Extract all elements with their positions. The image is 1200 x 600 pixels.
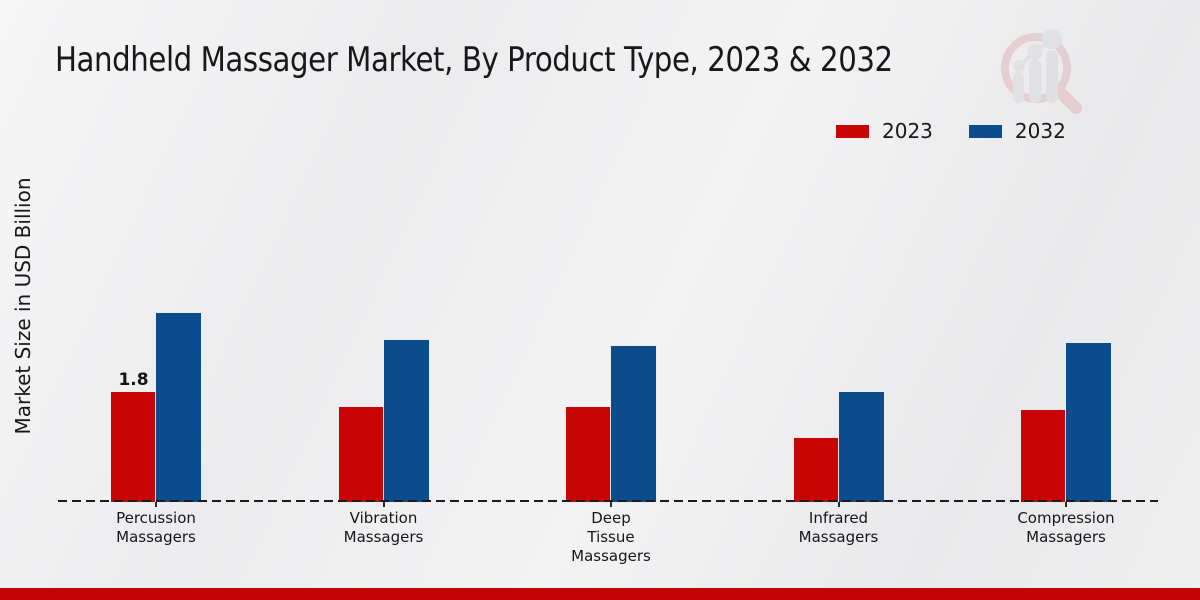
bar-2023-percussion-massagers bbox=[111, 392, 156, 502]
legend: 2023 2032 bbox=[836, 119, 1066, 143]
x-axis-tick bbox=[382, 502, 385, 507]
legend-label-2023: 2023 bbox=[882, 119, 933, 143]
bar-value-label: 1.8 bbox=[118, 370, 149, 390]
magnifier-growth-chart-logo-icon bbox=[1001, 29, 1082, 114]
x-axis-tick bbox=[155, 502, 157, 507]
bar-2032-percussion-massagers bbox=[156, 313, 201, 502]
legend-swatch-2023 bbox=[836, 124, 869, 138]
bar-2023-vibration-massagers bbox=[338, 407, 384, 502]
bar-2023-deep-tissue-massagers bbox=[566, 407, 611, 502]
x-axis-tick bbox=[610, 502, 612, 507]
legend-item-2023: 2023 bbox=[836, 119, 933, 143]
category-label-compression-massagers: Compression Massagers bbox=[1017, 509, 1115, 546]
x-axis-tick bbox=[837, 502, 840, 507]
bottom-accent-bar bbox=[0, 588, 1200, 600]
category-label-percussion-massagers: Percussion Massagers bbox=[116, 509, 196, 546]
legend-item-2032: 2032 bbox=[968, 119, 1066, 143]
bar-2032-infrared-massagers bbox=[838, 392, 884, 502]
legend-swatch-2032 bbox=[968, 124, 1002, 138]
x-axis-dashed-baseline bbox=[58, 500, 1158, 502]
category-label-infrared-massagers: Infrared Massagers bbox=[798, 509, 879, 546]
chart-title: Handheld Massager Market, By Product Typ… bbox=[55, 40, 893, 80]
category-label-vibration-massagers: Vibration Massagers bbox=[343, 509, 424, 546]
bar-2032-vibration-massagers bbox=[383, 340, 429, 502]
x-axis-tick bbox=[1065, 502, 1067, 507]
legend-label-2032: 2032 bbox=[1014, 119, 1066, 143]
bar-2032-compression-massagers bbox=[1066, 343, 1111, 502]
bar-2023-infrared-massagers bbox=[793, 438, 839, 502]
bar-2023-compression-massagers bbox=[1021, 410, 1066, 502]
bar-2032-deep-tissue-massagers bbox=[611, 346, 656, 502]
category-label-deep-tissue-massagers: Deep Tissue Massagers bbox=[571, 509, 651, 565]
